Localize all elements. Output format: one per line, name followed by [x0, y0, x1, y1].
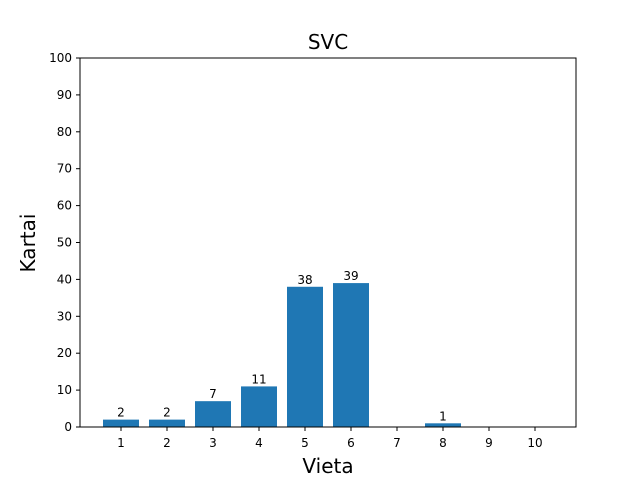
- x-tick-label: 4: [255, 436, 263, 450]
- data-label-3: 7: [209, 387, 217, 401]
- y-tick-label: 60: [57, 199, 72, 213]
- y-axis-ticks: 0 10 20 30 40 50 60 70 80 90 100: [49, 51, 80, 434]
- y-tick-label: 70: [57, 162, 72, 176]
- y-tick-label: 100: [49, 51, 72, 65]
- y-tick-label: 10: [57, 383, 72, 397]
- chart-title: SVC: [308, 30, 348, 54]
- data-label-6: 39: [343, 269, 358, 283]
- data-label-5: 38: [297, 273, 312, 287]
- bar-8: [425, 423, 461, 427]
- x-tick-label: 8: [439, 436, 447, 450]
- y-tick-label: 40: [57, 272, 72, 286]
- y-axis-label: Kartai: [16, 214, 40, 273]
- data-labels-group: 2 2 7 11 38 39 1: [117, 269, 447, 423]
- x-tick-label: 5: [301, 436, 309, 450]
- y-tick-label: 30: [57, 309, 72, 323]
- data-label-4: 11: [251, 372, 266, 386]
- bar-3: [195, 401, 231, 427]
- y-tick-label: 50: [57, 236, 72, 250]
- x-tick-label: 6: [347, 436, 355, 450]
- y-tick-label: 0: [64, 420, 72, 434]
- y-tick-label: 20: [57, 346, 72, 360]
- bars-group: [103, 283, 461, 427]
- bar-5: [287, 286, 323, 427]
- x-tick-label: 2: [163, 436, 171, 450]
- x-tick-label: 10: [527, 436, 542, 450]
- data-label-1: 2: [117, 406, 125, 420]
- bar-6: [333, 283, 369, 427]
- x-tick-label: 7: [393, 436, 401, 450]
- x-tick-label: 1: [117, 436, 125, 450]
- x-axis-ticks: 1 2 3 4 5 6 7 8 9 10: [117, 427, 543, 450]
- y-tick-label: 90: [57, 88, 72, 102]
- x-tick-label: 3: [209, 436, 217, 450]
- bar-1: [103, 419, 139, 427]
- bar-2: [149, 419, 185, 427]
- data-label-8: 1: [439, 409, 447, 423]
- bar-4: [241, 386, 277, 427]
- plot-frame: [79, 57, 577, 428]
- x-tick-label: 9: [485, 436, 493, 450]
- x-axis-label: Vieta: [302, 454, 353, 478]
- y-tick-label: 80: [57, 125, 72, 139]
- data-label-2: 2: [163, 406, 171, 420]
